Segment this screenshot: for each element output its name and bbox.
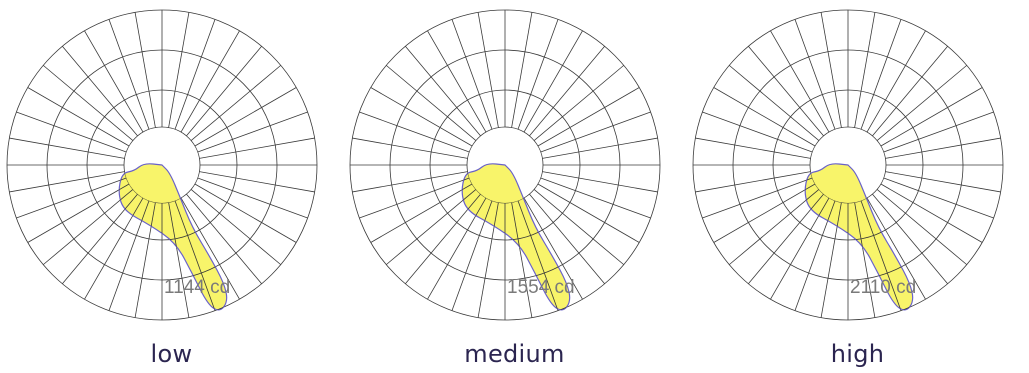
polar-spoke (537, 87, 640, 147)
polar-spoke (542, 137, 658, 159)
polar-spoke (748, 46, 824, 137)
polar-spoke (511, 12, 533, 128)
beam-spoke (860, 200, 902, 310)
polar-spoke (770, 30, 830, 133)
candela-value-label: 2110 cd (850, 277, 916, 298)
polar-spoke (62, 46, 138, 137)
polar-spoke (370, 183, 473, 243)
polar-spoke (794, 19, 836, 130)
polar-spoke (197, 177, 308, 219)
polar-spoke (27, 87, 130, 147)
polar-spoke (820, 12, 842, 128)
polar-spoke (872, 193, 948, 284)
beam-spoke (805, 197, 830, 300)
polar-spoke (866, 197, 926, 300)
polar-spoke (370, 87, 473, 147)
polar-spoke (427, 30, 487, 133)
polar-spoke (533, 189, 624, 265)
polar-spoke (9, 171, 125, 193)
polar-spoke (540, 111, 651, 153)
beam-spoke (462, 197, 487, 300)
polar-spoke (729, 189, 820, 265)
polar-spoke (477, 12, 499, 128)
polar-spoke (451, 19, 493, 130)
polar-grid (692, 9, 1004, 321)
polar-spoke (190, 189, 281, 265)
polar-spoke (186, 46, 262, 137)
polar-spoke (713, 183, 816, 243)
polar-spoke (134, 12, 156, 128)
polar-spoke (186, 193, 262, 284)
polar-spoke (695, 171, 811, 193)
polar-spoke (108, 19, 150, 130)
polar-grid (349, 9, 661, 321)
polar-spoke (713, 87, 816, 147)
diagram-caption-medium: medium (464, 340, 565, 368)
polar-spoke (885, 137, 1001, 159)
polar-spoke (885, 171, 1001, 193)
polar-spoke (174, 19, 216, 130)
polar-spoke (199, 137, 315, 159)
polar-spoke (180, 30, 240, 133)
diagram-panel-low: 1144 cd low (0, 0, 343, 373)
polar-spoke (9, 137, 125, 159)
polar-spoke (695, 137, 811, 159)
polar-spoke (194, 87, 297, 147)
polar-spoke (523, 197, 583, 300)
polar-spoke (517, 19, 559, 130)
polar-spoke (537, 183, 640, 243)
polar-spoke (194, 183, 297, 243)
polar-spoke (16, 111, 127, 153)
polar-spoke (352, 171, 468, 193)
polar-diagram-low: 1144 cd (6, 9, 318, 321)
polar-spoke (729, 65, 820, 141)
polar-diagram-high: 2110 cd (692, 9, 1004, 321)
diagram-panel-high: 2110 cd high (686, 0, 1029, 373)
polar-spoke (16, 177, 127, 219)
polar-spoke (883, 111, 994, 153)
beam-spoke (174, 200, 216, 310)
polar-spoke (866, 30, 926, 133)
polar-spoke (180, 197, 240, 300)
polar-spoke (27, 183, 130, 243)
candela-value-label: 1144 cd (164, 277, 230, 298)
polar-spoke (860, 19, 902, 130)
polar-spoke (854, 12, 876, 128)
polar-spoke (876, 65, 967, 141)
diagram-caption-low: low (150, 340, 193, 368)
candela-value-label: 1554 cd (507, 277, 575, 298)
polar-spoke (168, 12, 190, 128)
polar-spoke (533, 65, 624, 141)
polar-spoke (702, 177, 813, 219)
polar-spoke (523, 30, 583, 133)
polar-spoke (359, 177, 470, 219)
beam-spoke (517, 200, 559, 310)
polar-spoke (702, 111, 813, 153)
polar-spoke (405, 46, 481, 137)
polar-spoke (43, 189, 134, 265)
polar-spoke (529, 193, 605, 284)
polar-spoke (386, 65, 477, 141)
polar-spoke (199, 171, 315, 193)
polar-spoke (883, 177, 994, 219)
polar-spoke (542, 171, 658, 193)
polar-spoke (872, 46, 948, 137)
diagram-panel-medium: 1554 cd medium (343, 0, 686, 373)
polar-spoke (880, 87, 983, 147)
polar-spoke (352, 137, 468, 159)
polar-spoke (880, 183, 983, 243)
beam-spoke (119, 197, 144, 300)
polar-spoke (540, 177, 651, 219)
polar-spoke (359, 111, 470, 153)
diagram-caption-high: high (830, 340, 885, 368)
polar-spoke (84, 30, 144, 133)
polar-spoke (876, 189, 967, 265)
polar-spoke (197, 111, 308, 153)
polar-spoke (386, 189, 477, 265)
polar-diagram-medium: 1554 cd (349, 9, 661, 321)
polar-spoke (190, 65, 281, 141)
polar-spoke (43, 65, 134, 141)
polar-spoke (529, 46, 605, 137)
